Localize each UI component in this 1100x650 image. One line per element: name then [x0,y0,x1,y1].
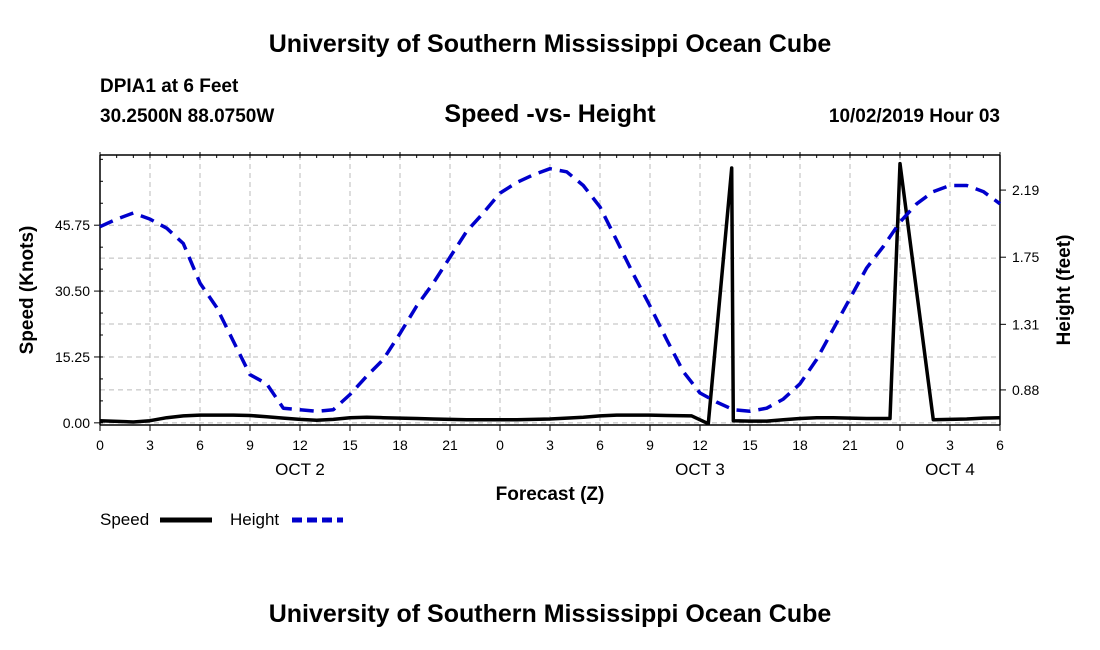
y-right-tick-label: 1.31 [1012,316,1039,332]
y-right-axis-title: Height (feet) [1054,235,1075,346]
date-label: OCT 2 [275,460,325,479]
y-left-tick-label: 0.00 [63,415,90,431]
legend-label-speed: Speed [100,510,149,529]
x-tick-label: 6 [596,437,604,453]
chart-title: Speed -vs- Height [444,100,656,128]
x-tick-label: 3 [146,437,154,453]
x-tick-label: 12 [292,437,308,453]
x-tick-label: 0 [496,437,504,453]
x-tick-label: 9 [646,437,654,453]
date-label: OCT 4 [925,460,975,479]
x-tick-label: 21 [842,437,858,453]
x-tick-label: 21 [442,437,458,453]
x-tick-label: 0 [96,437,104,453]
series-layer [99,161,1002,426]
x-tick-label: 18 [392,437,408,453]
forecast-date: 10/02/2019 Hour 03 [828,106,1000,127]
labels-layer: 0 3 6 9 12 15 18 21 0 3 6 9 12 15 18 21 0 3 6 0.00 15.25 30.5… [17,182,1075,505]
y-left-axis-title: Speed (Knots) [17,226,38,355]
y-left-tick-label: 15.25 [55,349,90,365]
chart-svg: 0 3 6 9 12 15 18 21 0 3 6 9 12 15 18 21 0 3 6 0.00 15.25 30.5… [17,152,1075,529]
x-tick-label: 0 [896,437,904,453]
y-right-tick-label: 2.19 [1012,182,1039,198]
x-tick-label: 3 [946,437,954,453]
speed-series-line [99,161,1001,426]
grid-layer [100,155,1000,425]
y-left-tick-label: 30.50 [55,283,90,299]
x-tick-label: 15 [342,437,358,453]
x-tick-label: 6 [996,437,1004,453]
axes-layer [94,152,1006,431]
footer-title: University of Southern Mississippi Ocean… [268,600,832,628]
x-axis-title: Forecast (Z) [496,484,605,505]
x-tick-label: 15 [742,437,758,453]
y-right-tick-label: 0.88 [1012,382,1039,398]
x-tick-label: 18 [792,437,808,453]
page-title: University of Southern Mississippi Ocean… [268,30,832,58]
height-series-line [99,166,1002,414]
legend-layer: Speed Height [100,510,343,529]
date-label: OCT 3 [675,460,725,479]
legend-label-height: Height [230,510,279,529]
station-label: DPIA1 at 6 Feet [100,76,239,97]
x-tick-label: 3 [546,437,554,453]
x-tick-label: 12 [692,437,708,453]
x-tick-label: 9 [246,437,254,453]
y-right-tick-label: 1.75 [1012,249,1039,265]
y-left-tick-label: 45.75 [55,217,90,233]
station-coordinates: 30.2500N 88.0750W [100,106,275,127]
x-tick-label: 6 [196,437,204,453]
